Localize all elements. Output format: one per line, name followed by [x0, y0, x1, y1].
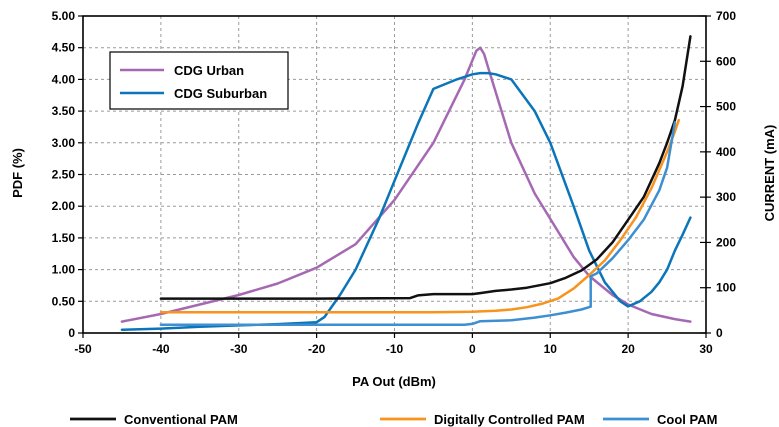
legend-label-cdg-suburban: CDG Suburban: [174, 86, 267, 101]
inner-legend: CDG Urban CDG Suburban: [109, 51, 289, 110]
y-left-tick-label: 0.50: [52, 294, 76, 308]
legend-label-cdg-urban: CDG Urban: [174, 63, 244, 78]
series-line-digitally-controlled-pam: [159, 118, 680, 314]
x-tick-label: 30: [699, 342, 713, 356]
y-left-tick-label: 4.00: [52, 72, 76, 86]
grid-layer: [83, 16, 706, 333]
x-tick-label: -30: [230, 342, 248, 356]
y-left-tick-label: 3.50: [52, 104, 76, 118]
series-layer: [120, 35, 692, 332]
y-left-tick-label: 3.00: [52, 136, 76, 150]
legend-label-digitally-controlled-pam: Digitally Controlled PAM: [434, 412, 585, 427]
y-left-tick-label: 2.50: [52, 168, 76, 182]
y-left-tick-label: 1.50: [52, 231, 76, 245]
y-left-tick-label: 5.00: [52, 9, 76, 23]
y-right-tick-label: 600: [716, 54, 736, 68]
x-axis-title: PA Out (dBm): [352, 374, 436, 389]
y-right-tick-label: 100: [716, 281, 736, 295]
y-right-tick-label: 300: [716, 190, 736, 204]
x-tick-label: -40: [152, 342, 170, 356]
y-left-tick-label: 1.00: [52, 263, 76, 277]
y-left-axis-title: PDF (%): [10, 148, 25, 198]
y-left-tick-label: 4.50: [52, 41, 76, 55]
y-right-tick-label: 200: [716, 235, 736, 249]
x-tick-label: -10: [386, 342, 404, 356]
series-line-conventional-pam: [159, 35, 692, 300]
legend-label-conventional-pam: Conventional PAM: [124, 412, 238, 427]
legend-label-cool-pam: Cool PAM: [657, 412, 717, 427]
y-right-tick-label: 500: [716, 100, 736, 114]
x-tick-label: 0: [469, 342, 476, 356]
y-right-tick-label: 400: [716, 145, 736, 159]
series-line-cdg-urban: [120, 46, 692, 323]
series-line-cdg-suburban: [120, 71, 692, 332]
x-tick-label: -20: [308, 342, 326, 356]
x-tick-label: 20: [621, 342, 635, 356]
bottom-legend: Conventional PAM Digitally Controlled PAM…: [70, 412, 717, 427]
inner-legend-box: [109, 51, 289, 110]
y-right-tick-label: 700: [716, 9, 736, 23]
x-tick-label: -50: [74, 342, 92, 356]
x-tick-label: 10: [544, 342, 558, 356]
series-line-cool-pam: [159, 121, 677, 327]
y-left-tick-label: 2.00: [52, 199, 76, 213]
y-right-axis-title: CURRENT (mA): [762, 125, 777, 222]
y-left-tick-label: 0: [68, 326, 75, 340]
tick-layer: -50 -40 -30 -20 -10 0 10 20 3000.501.001.502.002…: [52, 9, 737, 356]
y-right-tick-label: 0: [716, 326, 723, 340]
